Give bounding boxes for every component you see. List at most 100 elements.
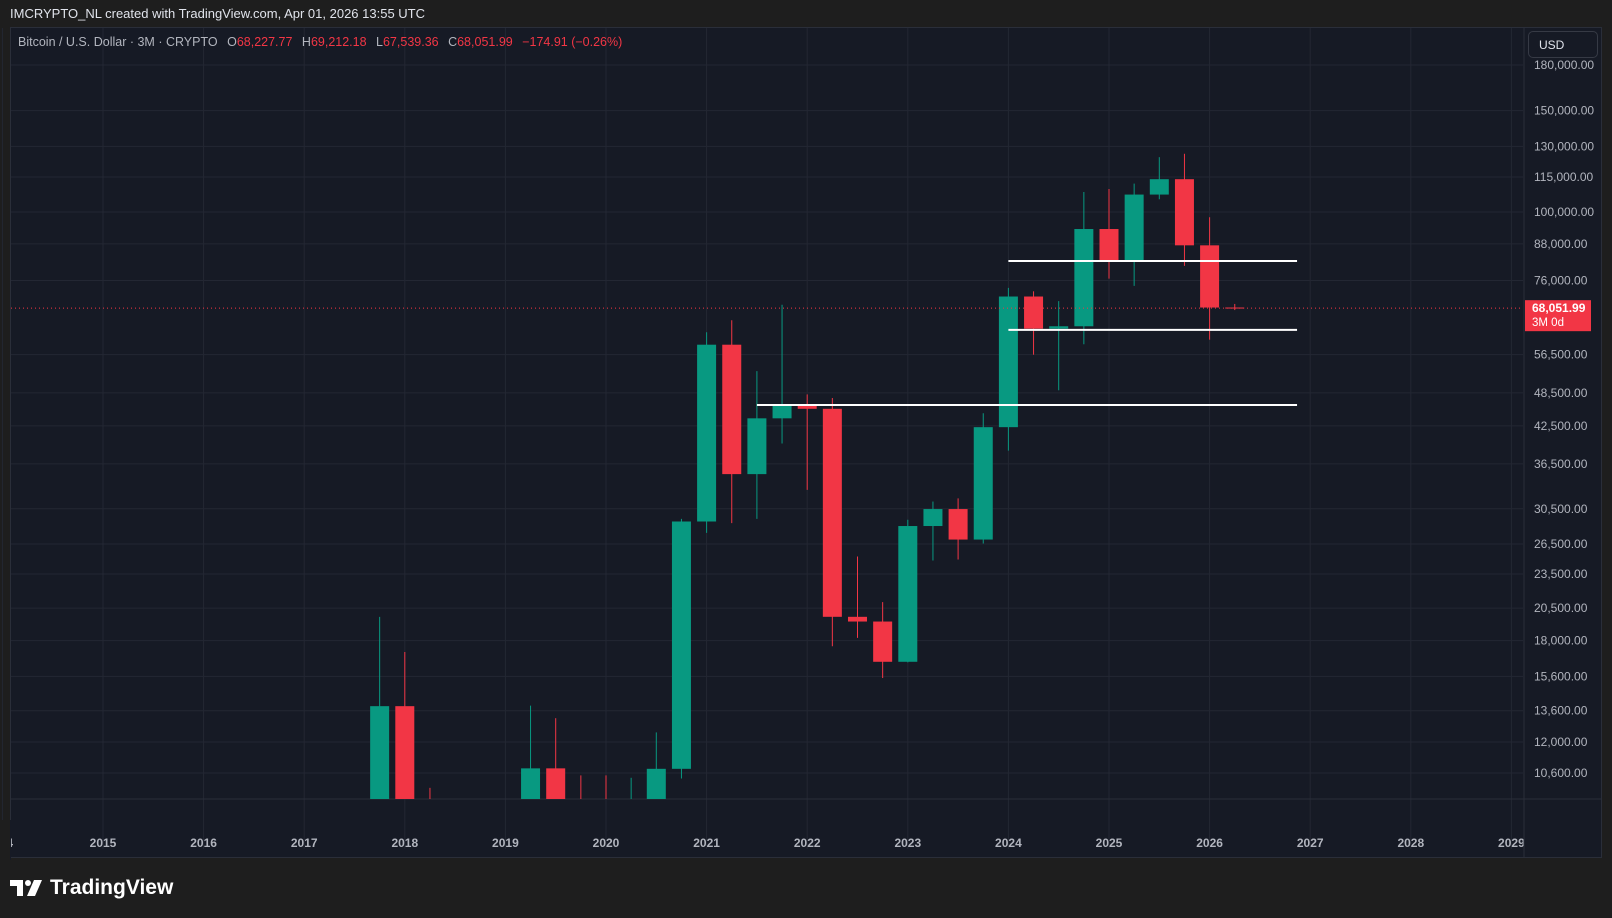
x-tick-label: 2020 (593, 836, 620, 850)
candle (1099, 189, 1119, 279)
candle (923, 501, 943, 561)
candle-body (646, 768, 666, 799)
brand-name: TradingView (50, 876, 174, 899)
x-tick-label: 2018 (391, 836, 418, 850)
candle (1074, 192, 1094, 345)
y-tick-label: 115,000.00 (1534, 170, 1593, 184)
open-value: 68,227.77 (236, 35, 293, 49)
tradingview-logo-icon (10, 880, 42, 896)
y-tick-label: 36,500.00 (1534, 457, 1588, 471)
candle (697, 332, 717, 533)
y-tick-label: 10,600.00 (1534, 766, 1588, 780)
y-tick-label: 180,000.00 (1534, 58, 1594, 72)
candle (646, 732, 666, 799)
candle (998, 287, 1018, 451)
y-tick-label: 56,500.00 (1534, 348, 1588, 362)
candle-body (1149, 179, 1169, 195)
x-tick-label: 2019 (492, 836, 519, 850)
candle (546, 718, 566, 799)
candle-body (998, 296, 1018, 428)
x-tick-label: 2015 (90, 836, 117, 850)
candle (722, 320, 742, 524)
candle (772, 304, 792, 444)
x-tick-label: 2027 (1297, 836, 1324, 850)
symbol-title[interactable]: Bitcoin / U.S. Dollar · 3M · CRYPTO (18, 35, 218, 49)
axis-mask-outer (0, 820, 10, 860)
y-tick-label: 26,500.00 (1534, 537, 1588, 551)
close-value: 68,051.99 (457, 35, 513, 49)
x-tick-label: 2023 (894, 836, 921, 850)
y-tick-label: 20,500.00 (1534, 601, 1588, 615)
open-label: O (227, 35, 237, 49)
currency-button[interactable]: USD (1528, 31, 1598, 58)
y-tick-label: 130,000.00 (1534, 139, 1594, 153)
candle-body (1124, 194, 1144, 261)
x-tick-label: 2029 (1498, 836, 1525, 850)
candle-body (822, 408, 842, 617)
candle-body (546, 768, 566, 799)
x-tick-label: 2025 (1096, 836, 1123, 850)
candle-body (521, 768, 541, 799)
x-tick-label: 2022 (794, 836, 821, 850)
candle-body (1024, 296, 1044, 329)
y-tick-label: 30,500.00 (1534, 502, 1588, 516)
candle (395, 652, 415, 799)
chart-frame (10, 27, 1602, 858)
candle (370, 616, 390, 799)
high-label: H (301, 35, 311, 49)
candle (747, 371, 767, 519)
last-price-label-bg (1525, 300, 1591, 332)
candle-body (973, 427, 993, 540)
candle (1049, 301, 1069, 391)
candle (1225, 303, 1245, 311)
candle-body (1049, 326, 1069, 329)
chart-credit: IMCRYPTO_NL created with TradingView.com… (10, 6, 426, 21)
x-tick-label: 2026 (1196, 836, 1223, 850)
x-tick-label: 2021 (693, 836, 720, 850)
low-value: 67,539.36 (382, 35, 439, 49)
tradingview-brand[interactable]: TradingView (10, 876, 173, 900)
y-tick-label: 76,000.00 (1534, 274, 1588, 288)
x-tick-label: 2016 (190, 836, 217, 850)
candle-body (898, 526, 918, 662)
candle-body (671, 521, 691, 769)
candle (898, 519, 918, 663)
candle (822, 398, 842, 647)
candle (1149, 157, 1169, 200)
y-tick-label: 15,600.00 (1534, 669, 1588, 683)
candle (973, 413, 993, 544)
candle-body (1099, 229, 1119, 261)
candle (1174, 153, 1194, 266)
x-tick-label: 2028 (1397, 836, 1424, 850)
candle-body (1074, 229, 1094, 327)
candle-body (848, 616, 867, 622)
close-label: C (448, 35, 458, 49)
last-price-value: 68,051.99 (1532, 301, 1586, 315)
y-tick-label: 150,000.00 (1534, 104, 1594, 118)
y-tick-label: 13,600.00 (1534, 704, 1588, 718)
y-tick-label: 18,000.00 (1534, 634, 1588, 648)
candle (1124, 183, 1144, 286)
bar-countdown: 3M 0d (1532, 317, 1564, 329)
candle (797, 394, 817, 490)
candle-body (948, 509, 968, 540)
candle (948, 498, 968, 560)
candle-body (370, 706, 390, 799)
candle (671, 518, 691, 779)
change-value: −174.91 (−0.26%) (522, 35, 623, 49)
candle-body (1174, 179, 1194, 246)
y-tick-label: 42,500.00 (1534, 419, 1588, 433)
y-tick-label: 48,500.00 (1534, 386, 1588, 400)
candle-body (797, 404, 817, 409)
candle (1024, 291, 1044, 355)
plot-area (11, 153, 1523, 799)
candle-body (772, 404, 792, 419)
y-tick-label: 12,000.00 (1534, 735, 1588, 749)
candle-body (395, 706, 415, 799)
candle (521, 705, 541, 799)
symbol-legend: Bitcoin / U.S. Dollar · 3M · CRYPTO O68,… (18, 35, 622, 49)
candle-body (747, 418, 767, 475)
y-tick-label: 88,000.00 (1534, 237, 1588, 251)
low-label: L (376, 35, 383, 49)
